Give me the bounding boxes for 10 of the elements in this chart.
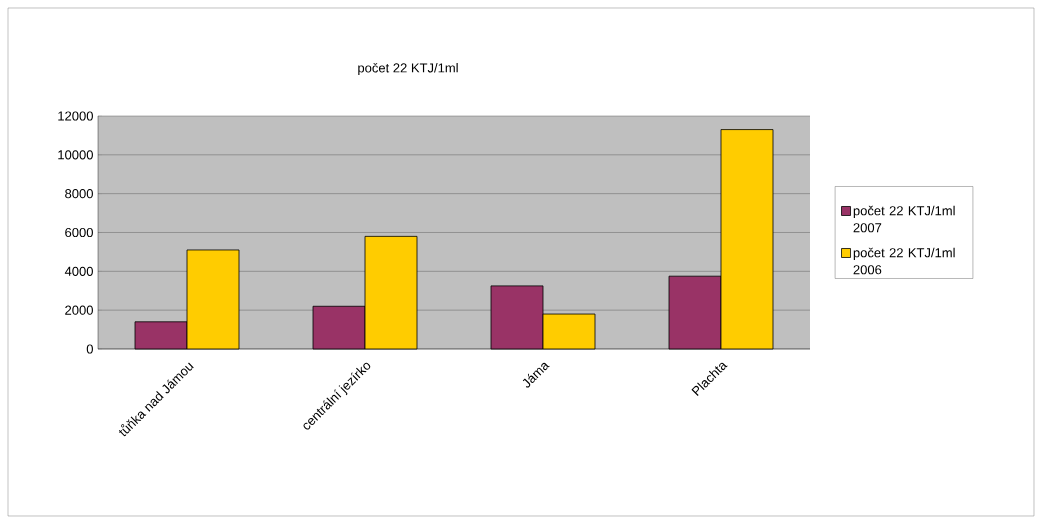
y-tick-label: 8000 xyxy=(65,189,93,199)
chart-title: počet 22 KTJ/1ml xyxy=(358,62,458,76)
y-tick-label: 12000 xyxy=(58,111,93,121)
y-tick-label: 10000 xyxy=(58,150,93,160)
y-tick-label: 2000 xyxy=(65,305,93,315)
legend-label: počet 22 KTJ/1ml 2007 xyxy=(853,205,955,233)
legend-label: počet 22 KTJ/1ml 2006 xyxy=(853,247,955,275)
y-tick-label: 6000 xyxy=(65,227,93,238)
y-tick-label: 4000 xyxy=(64,266,93,276)
y-tick-label: 0 xyxy=(86,344,93,354)
